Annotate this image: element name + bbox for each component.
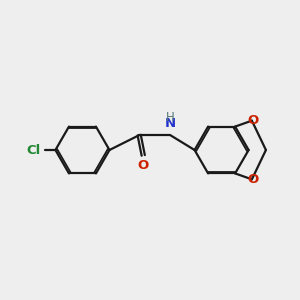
Text: O: O [248, 173, 259, 186]
Text: O: O [138, 159, 149, 172]
Text: Cl: Cl [26, 143, 40, 157]
Text: O: O [248, 114, 259, 127]
Text: H: H [166, 111, 175, 124]
Text: N: N [165, 117, 176, 130]
